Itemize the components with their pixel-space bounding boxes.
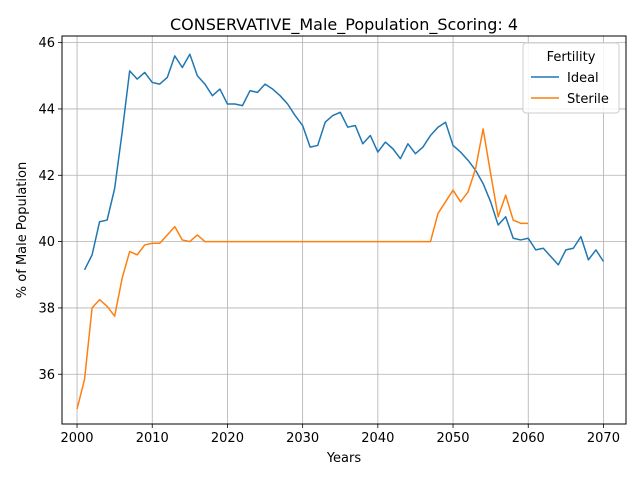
x-tick-label: 2020 (211, 431, 244, 446)
x-tick-label: 2040 (361, 431, 394, 446)
series-lines (76, 53, 605, 410)
legend-label-sterile: Sterile (567, 92, 609, 107)
legend-title: Fertility (547, 50, 596, 65)
y-tick-label: 40 (38, 235, 55, 250)
chart-title: CONSERVATIVE_Male_Population_Scoring: 4 (170, 15, 518, 35)
plot-frame (61, 35, 627, 425)
y-tick-label: 38 (38, 301, 55, 316)
y-tick-label: 42 (38, 169, 55, 184)
x-tick-label: 2070 (587, 431, 620, 446)
x-axis-label: Years (326, 451, 362, 466)
x-tick-label: 2060 (512, 431, 545, 446)
y-tick-label: 46 (38, 36, 55, 51)
legend: Fertility Ideal Sterile (522, 42, 620, 114)
legend-label-ideal: Ideal (567, 71, 599, 86)
y-axis-label: % of Male Population (15, 162, 30, 298)
x-tick-label: 2010 (136, 431, 169, 446)
axis-ticks: 2000 2010 2020 2030 2040 2050 2060 2070 36 38 40 42… (38, 36, 620, 446)
x-tick-label: 2000 (60, 431, 93, 446)
x-tick-label: 2050 (436, 431, 469, 446)
series-line-ideal (83, 53, 605, 271)
series-line-sterile (76, 128, 529, 410)
legend-box (522, 42, 620, 114)
x-tick-label: 2030 (286, 431, 319, 446)
y-tick-label: 44 (38, 102, 55, 117)
y-tick-label: 36 (38, 368, 55, 383)
